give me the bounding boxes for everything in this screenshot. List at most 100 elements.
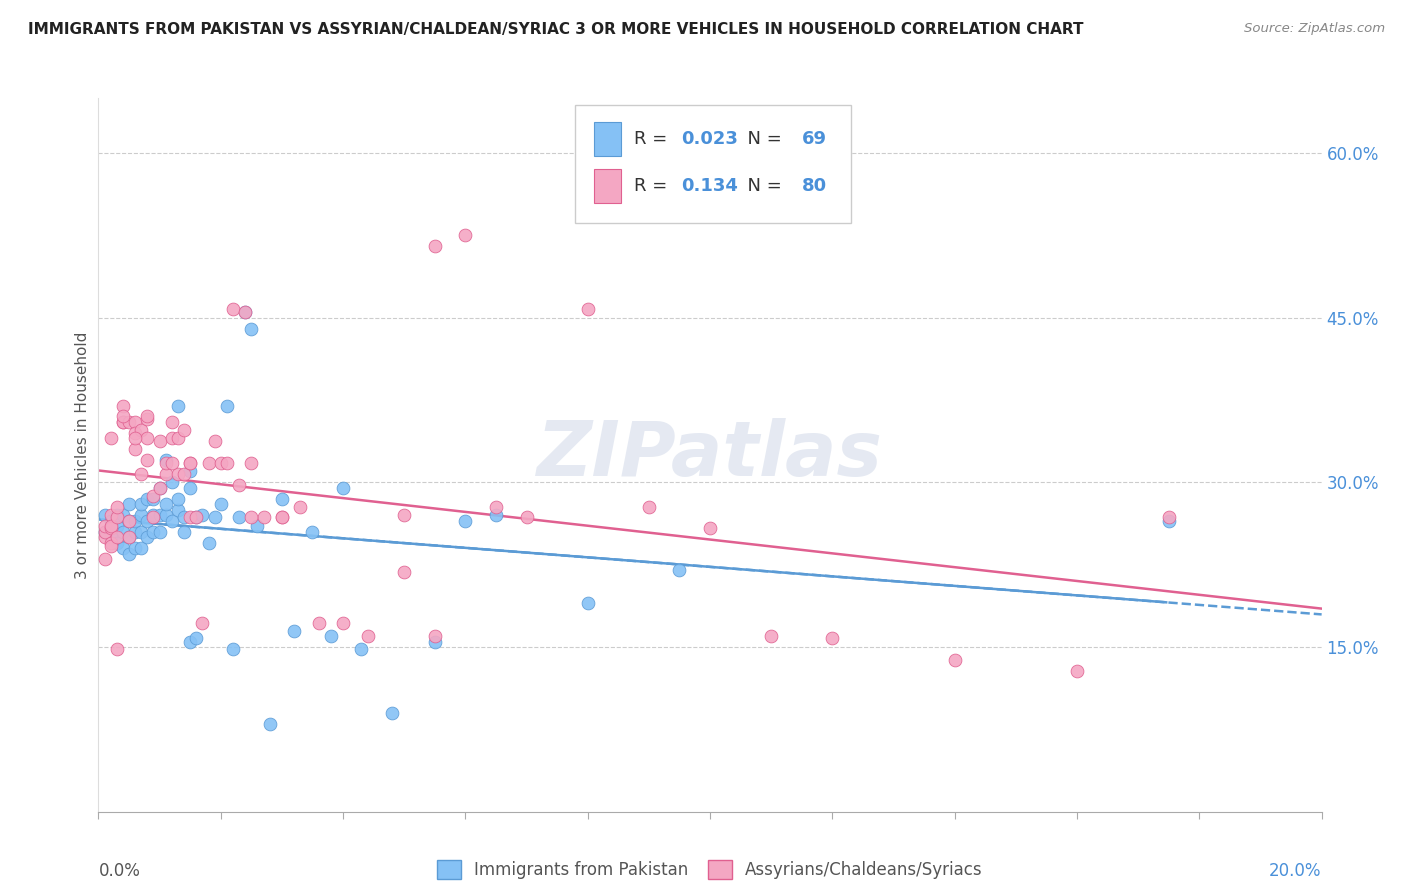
Point — [392, 508, 416, 523]
Point — [118, 530, 141, 544]
Point — [136, 491, 159, 506]
Point — [105, 508, 128, 523]
Point — [222, 642, 245, 657]
Point — [105, 510, 128, 524]
Point — [149, 481, 172, 495]
Point — [222, 301, 245, 316]
Point — [100, 530, 122, 544]
Point — [381, 706, 404, 720]
Point — [332, 615, 354, 630]
Point — [129, 541, 152, 556]
FancyBboxPatch shape — [593, 121, 620, 156]
Point — [124, 541, 146, 556]
Point — [160, 415, 183, 429]
Point — [485, 508, 508, 523]
Point — [100, 535, 122, 549]
Point — [160, 456, 183, 470]
Legend: Immigrants from Pakistan, Assyrians/Chaldeans/Syriacs: Immigrants from Pakistan, Assyrians/Chal… — [430, 853, 990, 886]
Point — [142, 508, 165, 523]
FancyBboxPatch shape — [575, 105, 851, 223]
Point — [105, 530, 128, 544]
Point — [100, 539, 122, 553]
Text: N =: N = — [735, 177, 787, 194]
Point — [759, 629, 782, 643]
Point — [270, 510, 292, 524]
Point — [209, 497, 232, 511]
Point — [173, 510, 195, 524]
Point — [93, 552, 115, 566]
Point — [215, 456, 238, 470]
Point — [155, 508, 177, 523]
Text: IMMIGRANTS FROM PAKISTAN VS ASSYRIAN/CHALDEAN/SYRIAC 3 OR MORE VEHICLES IN HOUSE: IMMIGRANTS FROM PAKISTAN VS ASSYRIAN/CHA… — [28, 22, 1084, 37]
Point — [155, 467, 177, 481]
Point — [118, 530, 141, 544]
Point — [350, 642, 373, 657]
Point — [179, 456, 201, 470]
Point — [160, 514, 183, 528]
Point — [576, 301, 599, 316]
Point — [100, 432, 122, 446]
Point — [167, 467, 190, 481]
Point — [246, 519, 269, 533]
Text: Source: ZipAtlas.com: Source: ZipAtlas.com — [1244, 22, 1385, 36]
Point — [259, 717, 281, 731]
Point — [124, 524, 146, 539]
Point — [111, 415, 134, 429]
Point — [516, 510, 538, 524]
Point — [136, 432, 159, 446]
Point — [270, 491, 292, 506]
Point — [142, 524, 165, 539]
Point — [124, 425, 146, 440]
Point — [93, 524, 115, 539]
Point — [149, 481, 172, 495]
Text: R =: R = — [634, 130, 673, 148]
Point — [136, 530, 159, 544]
Text: ZIPatlas: ZIPatlas — [537, 418, 883, 491]
Point — [423, 634, 446, 648]
Point — [155, 456, 177, 470]
Point — [179, 456, 201, 470]
Point — [93, 530, 115, 544]
Point — [129, 467, 152, 481]
Point — [576, 596, 599, 610]
Point — [637, 500, 661, 514]
Point — [100, 519, 122, 533]
Point — [142, 489, 165, 503]
Point — [118, 497, 141, 511]
Point — [356, 629, 378, 643]
Point — [111, 541, 134, 556]
Point — [111, 524, 134, 539]
Point — [100, 508, 122, 523]
Point — [167, 432, 190, 446]
Point — [204, 510, 226, 524]
Point — [118, 415, 141, 429]
Point — [111, 399, 134, 413]
Point — [179, 510, 201, 524]
Point — [124, 432, 146, 446]
Point — [155, 453, 177, 467]
Point — [179, 634, 201, 648]
Point — [173, 467, 195, 481]
Point — [124, 442, 146, 457]
Point — [332, 481, 354, 495]
Point — [454, 228, 477, 243]
Point — [179, 481, 201, 495]
Point — [155, 497, 177, 511]
Point — [186, 632, 208, 646]
Point — [392, 566, 416, 580]
Point — [668, 563, 690, 577]
Point — [215, 399, 238, 413]
Point — [136, 453, 159, 467]
Point — [173, 423, 195, 437]
Point — [1157, 510, 1180, 524]
Point — [100, 521, 122, 535]
Y-axis label: 3 or more Vehicles in Household: 3 or more Vehicles in Household — [75, 331, 90, 579]
Point — [283, 624, 305, 638]
Point — [149, 508, 172, 523]
Point — [821, 632, 844, 646]
Point — [160, 432, 183, 446]
Point — [111, 415, 134, 429]
Point — [173, 524, 195, 539]
Point — [142, 491, 165, 506]
Point — [142, 510, 165, 524]
